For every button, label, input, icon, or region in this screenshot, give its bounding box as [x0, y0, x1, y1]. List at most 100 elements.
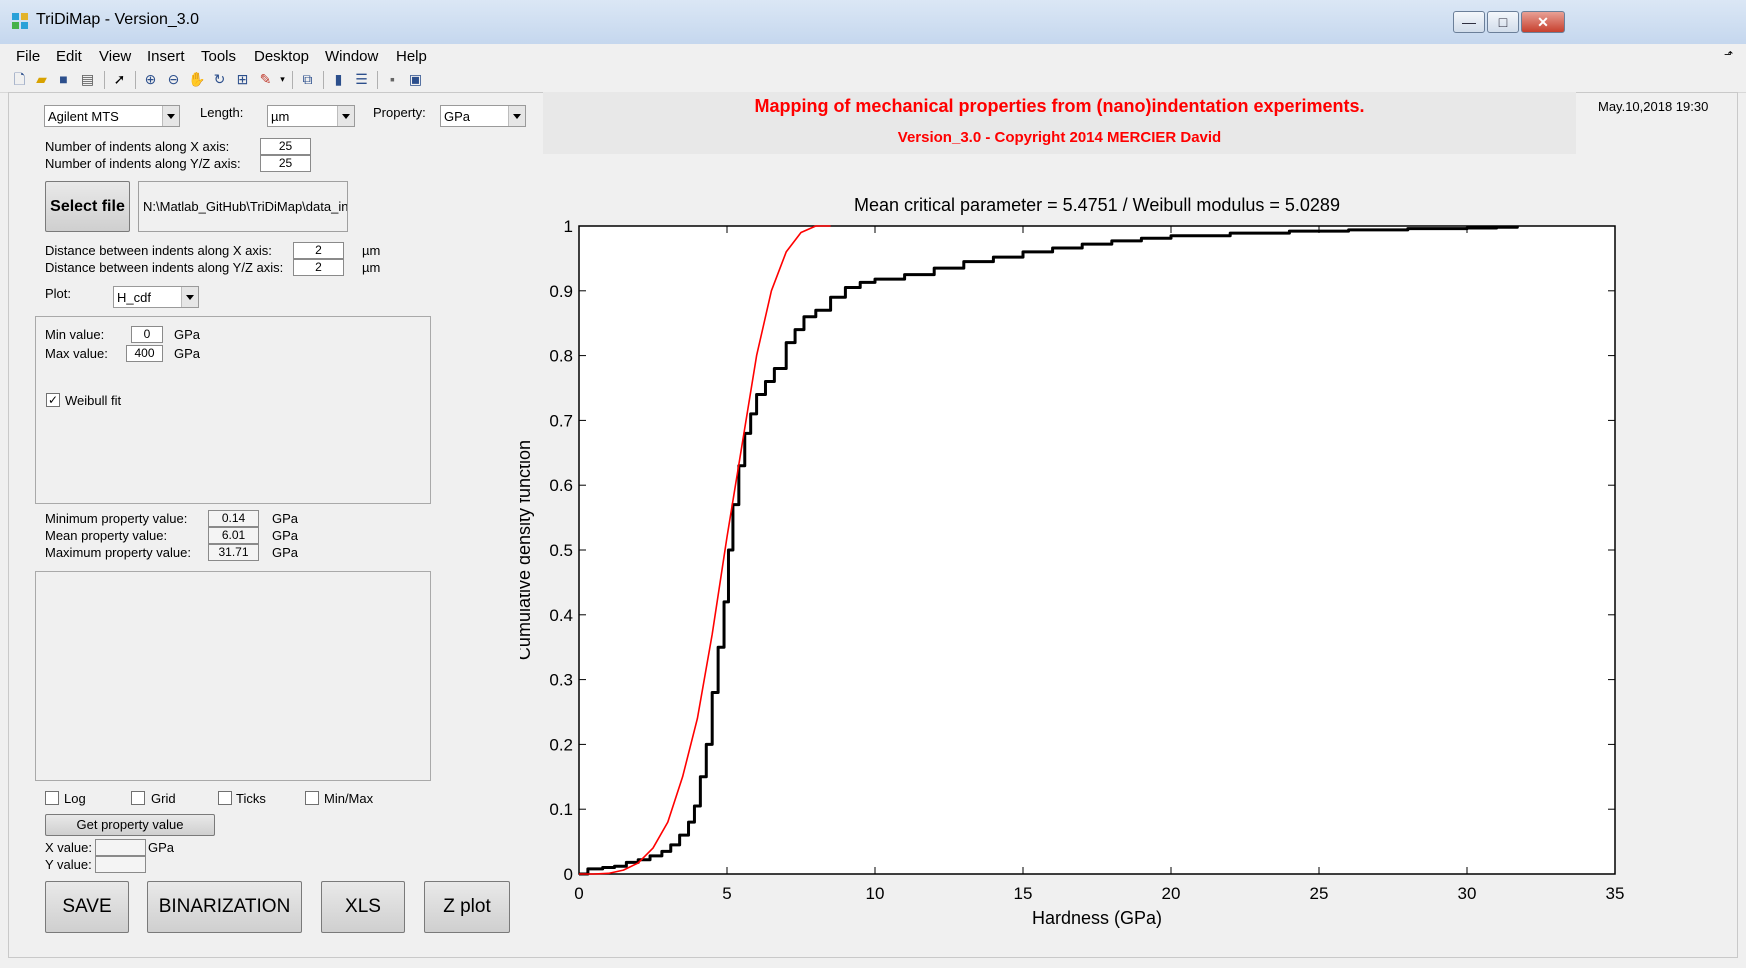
max-value-label: Max value: — [45, 346, 108, 361]
x-tick-label: 25 — [1310, 884, 1329, 903]
property-combo[interactable]: GPa — [440, 105, 526, 127]
maximize-button[interactable]: □ — [1487, 11, 1519, 33]
min-value-unit: GPa — [174, 327, 201, 342]
header-box — [543, 92, 1576, 154]
sub-title: Version_3.0 - Copyright 2014 MERCIER Dav… — [897, 129, 1222, 146]
menu-view[interactable]: View — [99, 48, 132, 65]
y-tick-label: 0.3 — [549, 671, 573, 690]
open-file-icon[interactable]: ▰ — [36, 71, 47, 87]
minprop-label: Minimum property value: — [45, 511, 188, 526]
get-property-button[interactable]: Get property value — [45, 814, 215, 836]
ticks-checkbox[interactable] — [218, 791, 232, 805]
menu-insert[interactable]: Insert — [147, 48, 185, 65]
dy-label: Distance between indents along Y/Z axis: — [45, 260, 284, 275]
weibull-fit-line — [579, 225, 831, 875]
menu-help[interactable]: Help — [396, 48, 427, 65]
colorbar-icon[interactable]: ▮ — [334, 71, 343, 87]
meanprop-unit: GPa — [272, 528, 299, 543]
y-tick-label: 0.2 — [549, 735, 573, 754]
chevron-down-icon — [508, 106, 525, 126]
toolbar: 🗋 ▰ ■ ▤ ➚ ⊕ ⊖ ✋ ↻ ⊞ ✎ ▾ ⧉ ▮ ☰ ▪ ▣ — [0, 68, 1746, 93]
yvalue-label: Y value: — [45, 857, 92, 872]
indenter-combo[interactable]: Agilent MTS — [44, 105, 180, 127]
date-stamp: May.10,2018 19:30 — [1598, 99, 1709, 114]
show-plot-tools-icon[interactable]: ▣ — [408, 71, 423, 87]
property-label: Property: — [373, 105, 426, 120]
toolbar-separator — [323, 71, 324, 89]
x-tick-label: 20 — [1162, 884, 1181, 903]
dock-arrow-icon[interactable]: ⬏ — [1724, 49, 1734, 61]
dy-field[interactable]: 2 — [293, 259, 344, 276]
min-value-label: Min value: — [45, 327, 105, 342]
legend-icon[interactable]: ☰ — [355, 71, 368, 87]
data-cursor-icon[interactable]: ⊞ — [236, 71, 249, 87]
new-figure-icon[interactable]: 🗋 — [13, 71, 26, 87]
maxprop-value: 31.71 — [208, 544, 259, 561]
y-tick-label: 0.7 — [549, 411, 573, 430]
minmax-checkbox[interactable] — [305, 791, 319, 805]
pan-icon[interactable]: ✋ — [188, 71, 206, 87]
zoom-out-icon[interactable]: ⊖ — [167, 71, 180, 87]
select-file-button[interactable]: Select file — [45, 181, 130, 232]
indenter-combo-value: Agilent MTS — [48, 109, 119, 124]
min-value-field[interactable]: 0 — [131, 326, 163, 343]
plot-combo[interactable]: H_cdf — [113, 286, 199, 308]
brush-icon[interactable]: ✎ — [259, 71, 272, 87]
pointer-icon[interactable]: ➚ — [113, 71, 126, 87]
plot-options-panel — [35, 316, 431, 504]
weibull-checkbox[interactable]: ✓ — [46, 393, 60, 407]
x-tick-label: 30 — [1458, 884, 1477, 903]
menu-bar: File Edit View Insert Tools Desktop Wind… — [0, 44, 1746, 68]
ticks-label: Ticks — [236, 791, 266, 806]
x-tick-label: 10 — [866, 884, 885, 903]
nx-field[interactable]: 25 — [260, 138, 311, 155]
menu-file[interactable]: File — [16, 48, 41, 65]
x-tick-label: 0 — [574, 884, 583, 903]
dx-field[interactable]: 2 — [293, 242, 344, 259]
log-checkbox[interactable] — [45, 791, 59, 805]
print-icon[interactable]: ▤ — [80, 71, 95, 87]
max-value-field[interactable]: 400 — [126, 345, 163, 362]
hide-plot-tools-icon[interactable]: ▪ — [390, 71, 395, 87]
toolbar-separator — [104, 71, 105, 89]
max-value-unit: GPa — [174, 346, 201, 361]
menu-edit[interactable]: Edit — [56, 48, 82, 65]
rotate-icon[interactable]: ↻ — [213, 71, 226, 87]
meanprop-label: Mean property value: — [45, 528, 168, 543]
y-tick-label: 0.1 — [549, 800, 573, 819]
yvalue-field — [95, 856, 146, 873]
ny-field[interactable]: 25 — [260, 155, 311, 172]
toolbar-separator — [292, 71, 293, 89]
zplot-button[interactable]: Z plot — [424, 881, 510, 933]
binarization-button[interactable]: BINARIZATION — [147, 881, 302, 933]
menu-desktop[interactable]: Desktop — [254, 48, 310, 65]
y-tick-label: 0.6 — [549, 476, 573, 495]
save-button[interactable]: SAVE — [45, 881, 129, 933]
menu-window[interactable]: Window — [325, 48, 379, 65]
maxprop-label: Maximum property value: — [45, 545, 191, 560]
close-button[interactable]: ✕ — [1521, 11, 1565, 33]
length-combo[interactable]: µm — [267, 105, 355, 127]
y-axis-label: Cumulative density function — [520, 440, 534, 660]
save-icon[interactable]: ■ — [59, 71, 68, 87]
brush-dropdown-icon[interactable]: ▾ — [280, 74, 285, 84]
xls-button[interactable]: XLS — [321, 881, 405, 933]
minimize-button[interactable]: — — [1453, 11, 1485, 33]
chart-title: Mean critical parameter = 5.4751 / Weibu… — [854, 195, 1340, 215]
minmax-label: Min/Max — [324, 791, 374, 806]
xvalue-field — [95, 839, 146, 856]
plot-area — [578, 225, 1616, 875]
x-tick-label: 35 — [1606, 884, 1625, 903]
weibull-label: Weibull fit — [65, 393, 122, 408]
xvalue-unit: GPa — [148, 840, 175, 855]
file-path-field[interactable]: N:\Matlab_GitHub\TriDiMap\data_in — [138, 181, 348, 232]
link-icon[interactable]: ⧉ — [302, 71, 313, 87]
chevron-down-icon — [181, 287, 198, 307]
zoom-in-icon[interactable]: ⊕ — [144, 71, 157, 87]
menu-tools[interactable]: Tools — [201, 48, 237, 65]
chevron-down-icon — [337, 106, 354, 126]
window-title: TriDiMap - Version_3.0 — [36, 11, 200, 28]
y-tick-label: 0.8 — [549, 347, 573, 366]
grid-checkbox[interactable] — [131, 791, 145, 805]
minprop-value: 0.14 — [208, 510, 259, 527]
